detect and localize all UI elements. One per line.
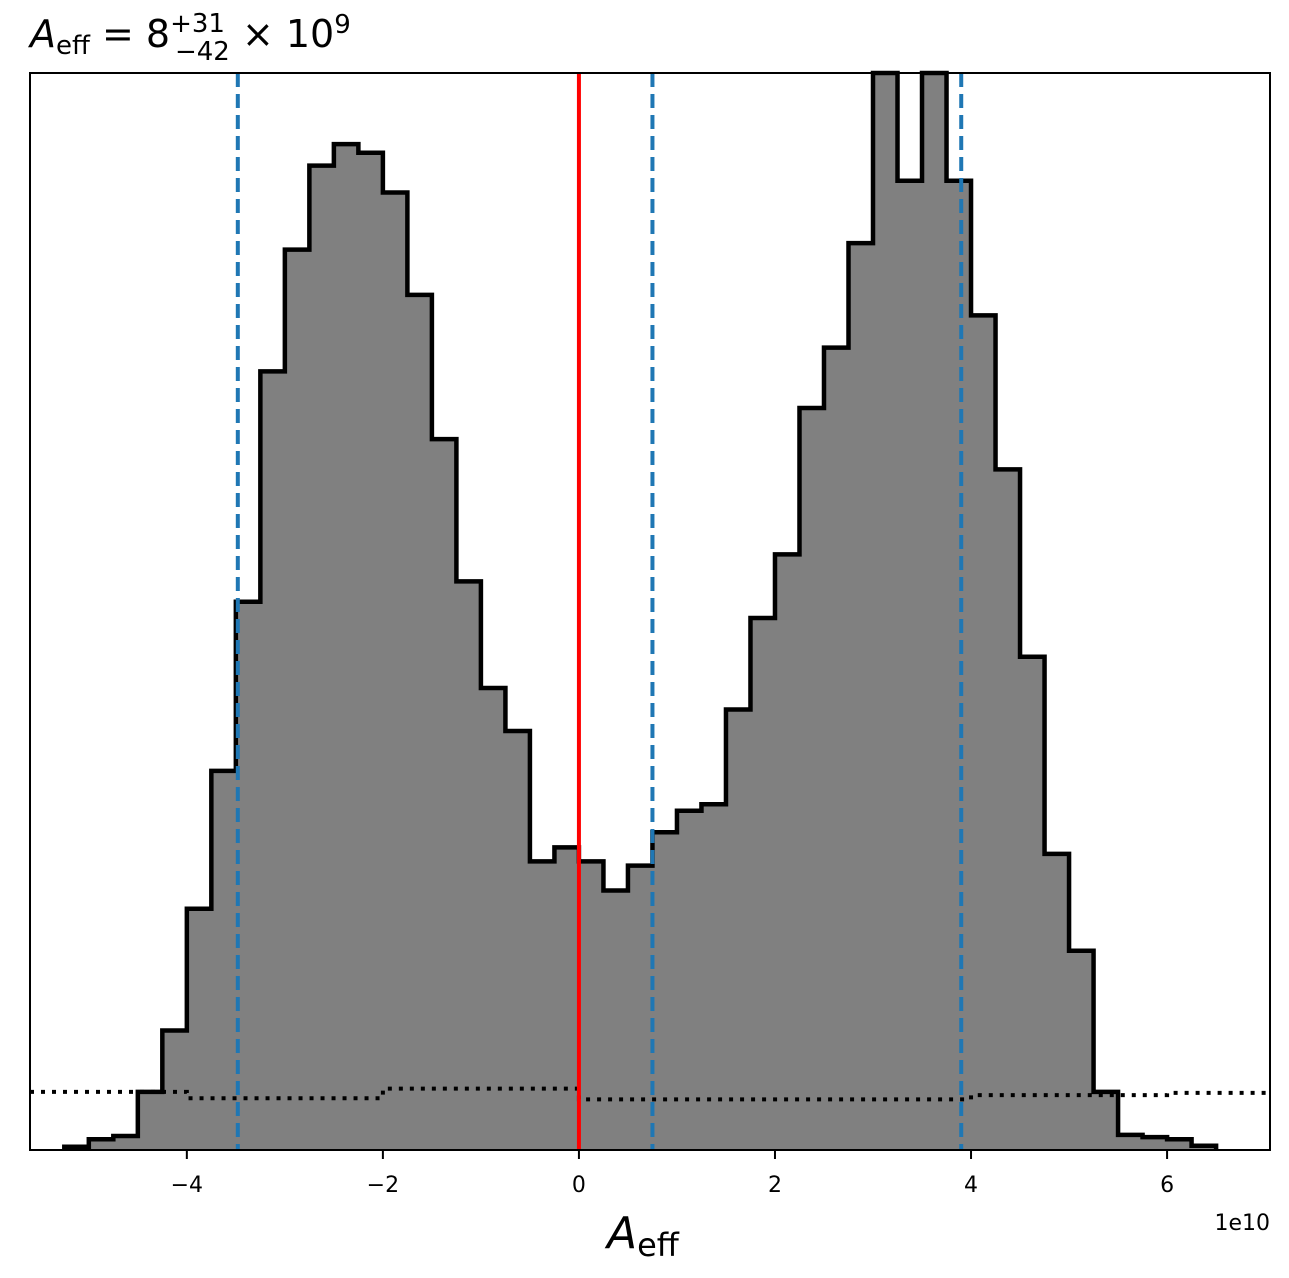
histogram-bar [186, 908, 212, 1150]
histogram-bar [480, 687, 507, 1150]
title-symbol: A [27, 12, 56, 56]
title-tail-sup: 9 [334, 10, 351, 40]
reference-lines [235, 73, 964, 1150]
x-tick-label: 4 [964, 1173, 978, 1198]
histogram-bar [676, 810, 703, 1150]
histogram-bar [529, 861, 556, 1150]
x-axis-label: Aeff [604, 1208, 680, 1264]
histogram-bar [1118, 1134, 1144, 1150]
histogram-bar [971, 315, 997, 1150]
histogram-bar [922, 73, 948, 1150]
histogram-outline [62, 70, 1219, 1150]
histogram-bar [750, 617, 776, 1150]
title-sub: −42 [175, 37, 230, 67]
title-tail: × 10 [230, 12, 334, 56]
histogram-bar [652, 832, 678, 1150]
histogram-bar [848, 243, 874, 1151]
histogram-bar [358, 152, 384, 1150]
histogram-bar [1167, 1139, 1193, 1150]
histogram-bar [333, 144, 359, 1150]
histogram-bar [554, 847, 580, 1150]
histogram-bar [1142, 1137, 1168, 1150]
x-tick-label: 6 [1160, 1173, 1174, 1198]
histogram-bar [725, 709, 752, 1150]
histogram-bar [946, 180, 972, 1150]
title-symbol-sub: eff [56, 31, 91, 61]
histogram-bar [431, 439, 458, 1150]
histogram-bar [873, 73, 899, 1150]
histogram-bar [1020, 656, 1046, 1150]
x-axis-ticks: −4 −2 0 2 4 6 [171, 1150, 1174, 1198]
x-tick-label: 0 [572, 1173, 586, 1198]
histogram-bars [64, 73, 1217, 1151]
histogram-bar [407, 294, 433, 1150]
histogram-bar [382, 192, 408, 1151]
x-tick-label: 2 [768, 1173, 782, 1198]
xlabel-sub: eff [637, 1226, 680, 1264]
histogram-bar [1044, 853, 1070, 1150]
histogram-bar [774, 554, 801, 1150]
histogram-bar [235, 601, 261, 1150]
histogram-bar [627, 865, 654, 1150]
histogram-bar [1093, 1091, 1119, 1150]
title-equals: = 8 [90, 12, 170, 56]
histogram-bar [505, 731, 531, 1150]
histogram-bar [88, 1139, 114, 1150]
prior-curve [30, 1086, 1270, 1102]
histogram-bar [603, 890, 629, 1150]
plot-frame [29, 72, 1271, 1151]
prior-line [30, 1086, 1270, 1102]
histogram-bar [578, 861, 605, 1150]
histogram-bar [260, 371, 286, 1151]
xlabel-symbol: A [604, 1208, 637, 1259]
chart-title: Aeff = 8+31 −42 × 109 [27, 9, 351, 67]
histogram-bar [823, 347, 850, 1150]
histogram-bar [897, 180, 923, 1150]
x-offset-label: 1e10 [1214, 1211, 1270, 1236]
title-sup: +31 [170, 9, 225, 39]
histogram-bar [284, 249, 310, 1150]
histogram-bar [995, 469, 1021, 1151]
histogram-bar [701, 804, 727, 1150]
histogram-bar [113, 1136, 139, 1150]
histogram-bar [309, 165, 335, 1150]
x-tick-label: −4 [171, 1173, 203, 1198]
histogram-bar [456, 581, 482, 1150]
histogram-bar [211, 770, 237, 1150]
histogram-bar [1069, 950, 1095, 1150]
histogram-bar [137, 1091, 163, 1150]
x-tick-label: −2 [367, 1173, 399, 1198]
histogram-bar [799, 407, 825, 1150]
